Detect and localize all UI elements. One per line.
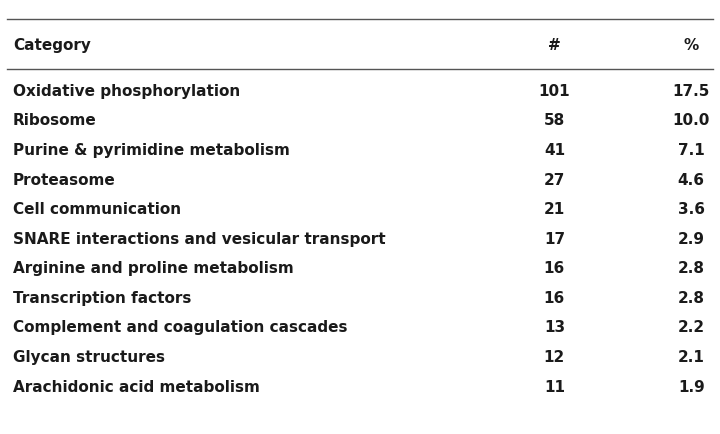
- Text: 1.9: 1.9: [678, 379, 705, 394]
- Text: 2.2: 2.2: [678, 320, 705, 335]
- Text: Arginine and proline metabolism: Arginine and proline metabolism: [13, 261, 294, 276]
- Text: 27: 27: [544, 172, 565, 187]
- Text: 4.6: 4.6: [678, 172, 705, 187]
- Text: 13: 13: [544, 320, 565, 335]
- Text: Oxidative phosphorylation: Oxidative phosphorylation: [13, 84, 240, 99]
- Text: %: %: [683, 38, 699, 53]
- Text: Purine & pyrimidine metabolism: Purine & pyrimidine metabolism: [13, 143, 290, 158]
- Text: 17.5: 17.5: [672, 84, 710, 99]
- Text: 16: 16: [544, 261, 565, 276]
- Text: 2.9: 2.9: [678, 231, 705, 246]
- Text: 2.1: 2.1: [678, 349, 705, 364]
- Text: 16: 16: [544, 290, 565, 305]
- Text: SNARE interactions and vesicular transport: SNARE interactions and vesicular transpo…: [13, 231, 386, 246]
- Text: #: #: [548, 38, 561, 53]
- Text: Category: Category: [13, 38, 91, 53]
- Text: Glycan structures: Glycan structures: [13, 349, 165, 364]
- Text: Proteasome: Proteasome: [13, 172, 116, 187]
- Text: 41: 41: [544, 143, 565, 158]
- Text: Complement and coagulation cascades: Complement and coagulation cascades: [13, 320, 348, 335]
- Text: 3.6: 3.6: [678, 202, 705, 217]
- Text: 11: 11: [544, 379, 565, 394]
- Text: Transcription factors: Transcription factors: [13, 290, 192, 305]
- Text: Ribosome: Ribosome: [13, 113, 96, 128]
- Text: 10.0: 10.0: [672, 113, 710, 128]
- Text: 7.1: 7.1: [678, 143, 705, 158]
- Text: Arachidonic acid metabolism: Arachidonic acid metabolism: [13, 379, 260, 394]
- Text: 58: 58: [544, 113, 565, 128]
- Text: 21: 21: [544, 202, 565, 217]
- Text: 2.8: 2.8: [678, 261, 705, 276]
- Text: 17: 17: [544, 231, 565, 246]
- Text: 12: 12: [544, 349, 565, 364]
- Text: 101: 101: [539, 84, 570, 99]
- Text: 2.8: 2.8: [678, 290, 705, 305]
- Text: Cell communication: Cell communication: [13, 202, 181, 217]
